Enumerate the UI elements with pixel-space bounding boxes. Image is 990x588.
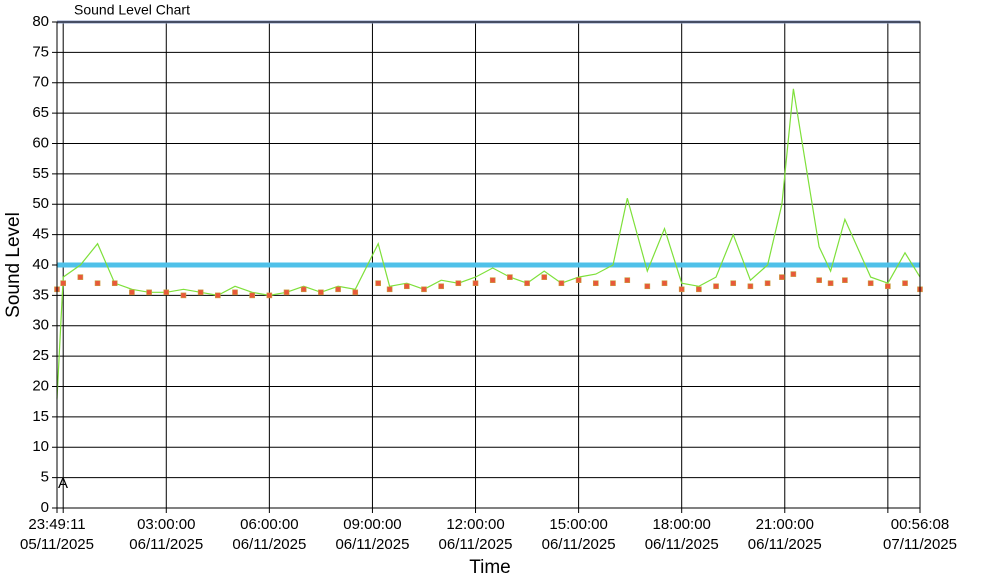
y-tick-label: 80 [32, 13, 49, 30]
x-tick-label: 12:00:00 [446, 516, 504, 533]
data-point [779, 274, 785, 280]
data-point [842, 277, 848, 283]
data-point [455, 280, 462, 287]
data-point [300, 286, 307, 293]
y-tick-label: 65 [32, 104, 49, 121]
y-tick-label: 10 [32, 438, 49, 455]
data-point [624, 277, 631, 283]
x-tick-label: 23:49:11 [28, 516, 85, 533]
y-tick-label: 40 [32, 256, 49, 273]
data-point [610, 280, 616, 287]
x-tick-label: 05/11/2025 [20, 536, 94, 553]
data-point [163, 289, 170, 296]
data-point [575, 277, 582, 283]
x-tick-label: 06/11/2025 [129, 536, 203, 553]
data-point [816, 277, 822, 283]
data-point [421, 286, 427, 293]
y-tick-label: 25 [32, 347, 49, 364]
y-tick-label: 55 [32, 165, 49, 182]
data-point [541, 274, 548, 280]
plot-frame [56, 21, 921, 509]
data-point [215, 292, 221, 299]
data-point [404, 283, 410, 290]
data-point [111, 280, 118, 287]
data-point [283, 289, 290, 296]
chart-title: Sound Level Chart [74, 2, 190, 18]
y-tick-label: 75 [32, 43, 49, 60]
y-tick-label: 35 [32, 286, 49, 303]
data-point [747, 283, 754, 290]
y-tick-label: 50 [32, 195, 49, 212]
data-point [764, 280, 771, 287]
y-tick-label: 60 [32, 134, 49, 151]
data-point [885, 283, 891, 290]
x-tick-label: 07/11/2025 [883, 536, 957, 553]
x-tick-label: 06/11/2025 [748, 536, 822, 553]
x-tick-label: 06:00:00 [240, 516, 298, 533]
data-point [318, 289, 324, 296]
data-line [56, 88, 921, 399]
x-tick-label: 06/11/2025 [542, 536, 616, 553]
y-tick-label: 30 [32, 317, 49, 334]
data-point [507, 274, 513, 280]
data-point [266, 292, 273, 299]
data-point [790, 271, 797, 277]
data-point [472, 280, 479, 287]
data-point [696, 286, 702, 293]
data-point [146, 289, 152, 296]
x-tick-label: 06/11/2025 [645, 536, 719, 553]
y-tick-label: 15 [32, 408, 49, 425]
data-point [489, 277, 496, 283]
data-point [438, 283, 444, 290]
y-axis-title: Sound Level [3, 212, 24, 318]
data-point [129, 289, 135, 296]
data-point [197, 289, 204, 296]
y-tick-label: 0 [41, 499, 49, 516]
data-point [249, 292, 255, 299]
data-point [94, 280, 101, 287]
x-tick-label: 09:00:00 [343, 516, 401, 533]
data-point [180, 292, 187, 299]
data-point [558, 280, 565, 287]
data-point [730, 280, 737, 287]
x-tick-label: 21:00:00 [756, 516, 814, 533]
data-point [60, 280, 66, 287]
data-point [827, 280, 834, 287]
data-point [375, 280, 381, 287]
y-tick-label: 70 [32, 74, 49, 91]
x-tick-label: 03:00:00 [137, 516, 195, 533]
y-tick-label: 45 [32, 226, 49, 243]
data-point [386, 286, 393, 293]
x-axis-title: Time [469, 557, 511, 578]
data-point [678, 286, 685, 293]
data-point [335, 286, 341, 293]
x-tick-label: 06/11/2025 [439, 536, 513, 553]
data-point [592, 280, 599, 287]
data-point [644, 283, 651, 290]
data-point [524, 280, 530, 287]
data-point [867, 280, 874, 287]
data-point [902, 280, 908, 287]
x-tick-label: 00:56:08 [891, 516, 949, 533]
y-tick-label: 20 [32, 377, 49, 394]
data-point [661, 280, 668, 287]
x-tick-label: 06/11/2025 [335, 536, 409, 553]
data-point [352, 289, 359, 296]
x-tick-label: 15:00:00 [549, 516, 607, 533]
y-tick-label: 5 [41, 469, 49, 486]
x-tick-label: 06/11/2025 [232, 536, 306, 553]
x-tick-label: 18:00:00 [652, 516, 710, 533]
data-point [77, 274, 84, 280]
data-point [232, 289, 238, 296]
data-point [713, 283, 719, 290]
